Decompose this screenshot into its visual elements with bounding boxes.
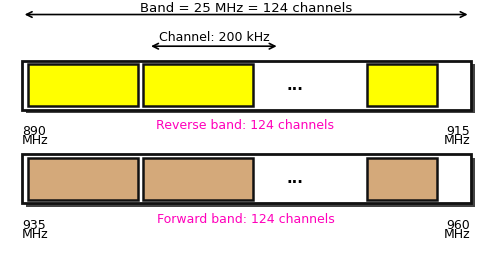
Text: Reverse band: 124 channels: Reverse band: 124 channels bbox=[156, 119, 334, 132]
Text: 935: 935 bbox=[22, 219, 46, 232]
Bar bbox=[143, 158, 253, 200]
Text: MHz: MHz bbox=[444, 134, 470, 147]
Bar bbox=[28, 64, 138, 106]
Bar bbox=[22, 154, 471, 203]
Bar bbox=[22, 61, 471, 110]
Text: MHz: MHz bbox=[22, 228, 49, 241]
Text: MHz: MHz bbox=[444, 228, 470, 241]
Text: ...: ... bbox=[287, 171, 303, 186]
Bar bbox=[143, 64, 253, 106]
Bar bbox=[26, 158, 475, 207]
Bar bbox=[28, 158, 138, 200]
Text: Band = 25 MHz = 124 channels: Band = 25 MHz = 124 channels bbox=[140, 2, 352, 15]
Text: 960: 960 bbox=[447, 219, 470, 232]
Text: MHz: MHz bbox=[22, 134, 49, 147]
Text: Forward band: 124 channels: Forward band: 124 channels bbox=[156, 213, 334, 226]
Text: Channel: 200 kHz: Channel: 200 kHz bbox=[158, 31, 269, 44]
Bar bbox=[367, 158, 437, 200]
Text: 890: 890 bbox=[22, 125, 46, 138]
Text: ...: ... bbox=[287, 78, 303, 92]
Text: 915: 915 bbox=[447, 125, 470, 138]
Bar bbox=[26, 64, 475, 113]
Bar bbox=[367, 64, 437, 106]
